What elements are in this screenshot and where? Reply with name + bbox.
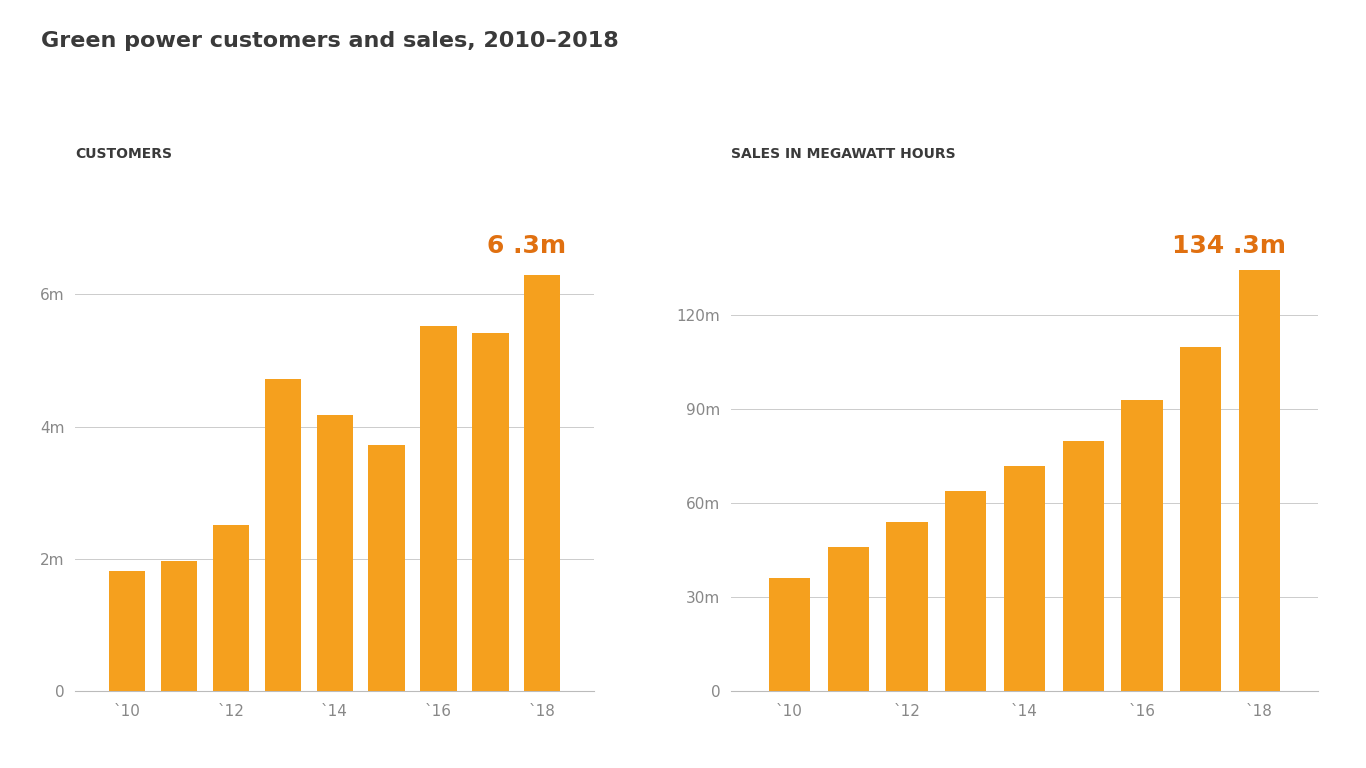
Bar	[265, 379, 301, 691]
Bar	[1180, 346, 1221, 691]
Bar	[945, 491, 986, 691]
Bar	[525, 274, 560, 691]
Bar	[887, 522, 928, 691]
Bar	[473, 333, 508, 691]
Bar	[1121, 400, 1162, 691]
Text: 134 .3m: 134 .3m	[1172, 234, 1285, 258]
Text: Green power customers and sales, 2010–2018: Green power customers and sales, 2010–20…	[41, 31, 619, 51]
Text: 6 .3m: 6 .3m	[486, 234, 566, 258]
Text: SALES IN MEGAWATT HOURS: SALES IN MEGAWATT HOURS	[731, 147, 955, 161]
Bar	[317, 415, 352, 691]
Text: CUSTOMERS: CUSTOMERS	[75, 147, 172, 161]
Bar	[769, 578, 810, 691]
Bar	[213, 525, 249, 691]
Bar	[828, 547, 869, 691]
Bar	[1239, 270, 1280, 691]
Bar	[1063, 441, 1104, 691]
Bar	[161, 561, 197, 691]
Bar	[369, 445, 404, 691]
Bar	[421, 326, 456, 691]
Bar	[109, 571, 145, 691]
Bar	[1004, 465, 1045, 691]
